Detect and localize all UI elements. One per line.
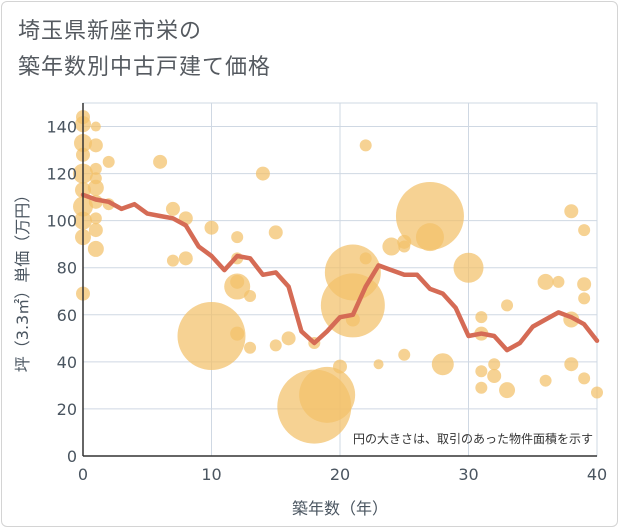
- data-bubble: [475, 311, 488, 324]
- y-tick-label: 0: [67, 447, 77, 466]
- x-tick-label: 30: [458, 465, 478, 484]
- y-axis-title: 坪（3.3㎡）単価（万円）: [13, 187, 32, 372]
- data-bubble: [268, 225, 283, 240]
- data-bubble: [281, 331, 296, 346]
- data-bubble: [102, 155, 115, 168]
- data-bubble: [453, 252, 484, 283]
- average-line: [80, 192, 600, 353]
- chart-title-line2: 築年数別中古戸建て価格: [18, 55, 272, 80]
- y-tick-label: 80: [57, 259, 77, 278]
- data-bubble: [88, 223, 103, 238]
- chart-title: 埼玉県新座市栄の 築年数別中古戸建て価格: [18, 14, 271, 86]
- data-bubble: [539, 374, 552, 387]
- data-bubble: [475, 381, 488, 394]
- data-bubble: [244, 289, 257, 302]
- data-bubble: [564, 204, 579, 219]
- data-bubble: [398, 240, 411, 253]
- data-bubble: [359, 139, 372, 152]
- x-axis-title: 築年数（年）: [292, 499, 388, 518]
- data-bubble: [415, 223, 444, 252]
- data-bubble: [578, 292, 591, 305]
- data-bubble: [578, 372, 591, 385]
- data-bubble: [90, 121, 101, 132]
- x-tick-label: 40: [587, 465, 607, 484]
- data-bubble: [475, 365, 488, 378]
- data-bubble: [488, 358, 501, 371]
- data-bubble: [564, 357, 579, 372]
- x-tick-label: 20: [330, 465, 350, 484]
- chart-title-line1: 埼玉県新座市栄の: [18, 19, 203, 44]
- data-bubble: [165, 201, 180, 216]
- data-bubble: [382, 237, 401, 256]
- data-bubble: [88, 138, 103, 153]
- data-bubble: [395, 181, 464, 250]
- y-tick-label: 120: [46, 165, 77, 184]
- y-tick-label: 140: [46, 118, 77, 137]
- y-tick-label: 40: [57, 353, 77, 372]
- data-bubble: [255, 166, 270, 181]
- data-bubble: [244, 341, 257, 354]
- data-bubble: [373, 359, 384, 370]
- data-bubble: [359, 252, 372, 265]
- data-bubble: [591, 386, 603, 399]
- data-bubble: [299, 366, 356, 423]
- data-bubble: [87, 240, 104, 257]
- data-bubble: [230, 326, 245, 341]
- y-tick-label: 100: [46, 212, 77, 231]
- size-legend-note: 円の大きさは、取引のあった物件面積を示す: [353, 431, 593, 446]
- data-bubble: [333, 359, 347, 374]
- y-tick-label: 60: [57, 306, 77, 325]
- data-bubble: [487, 368, 502, 383]
- data-bubble: [537, 273, 554, 290]
- data-bubble: [231, 231, 244, 244]
- data-bubble: [89, 162, 102, 175]
- x-tick-label: 0: [78, 465, 88, 484]
- x-tick-label: 10: [201, 465, 221, 484]
- data-bubble: [499, 382, 516, 399]
- data-bubble: [166, 254, 179, 267]
- data-bubble: [230, 274, 245, 289]
- data-bubble: [398, 348, 411, 361]
- data-bubble: [578, 224, 591, 237]
- data-bubble: [204, 220, 219, 235]
- data-bubble: [552, 275, 565, 288]
- data-bubble: [269, 339, 282, 352]
- data-bubble: [177, 301, 246, 370]
- data-bubble: [501, 299, 514, 312]
- data-bubble: [577, 277, 592, 292]
- y-tick-label: 20: [57, 400, 77, 419]
- data-bubble: [431, 353, 454, 376]
- data-bubble: [89, 212, 102, 225]
- data-bubble: [178, 251, 193, 266]
- data-bubble: [87, 179, 104, 196]
- data-bubble: [153, 154, 168, 169]
